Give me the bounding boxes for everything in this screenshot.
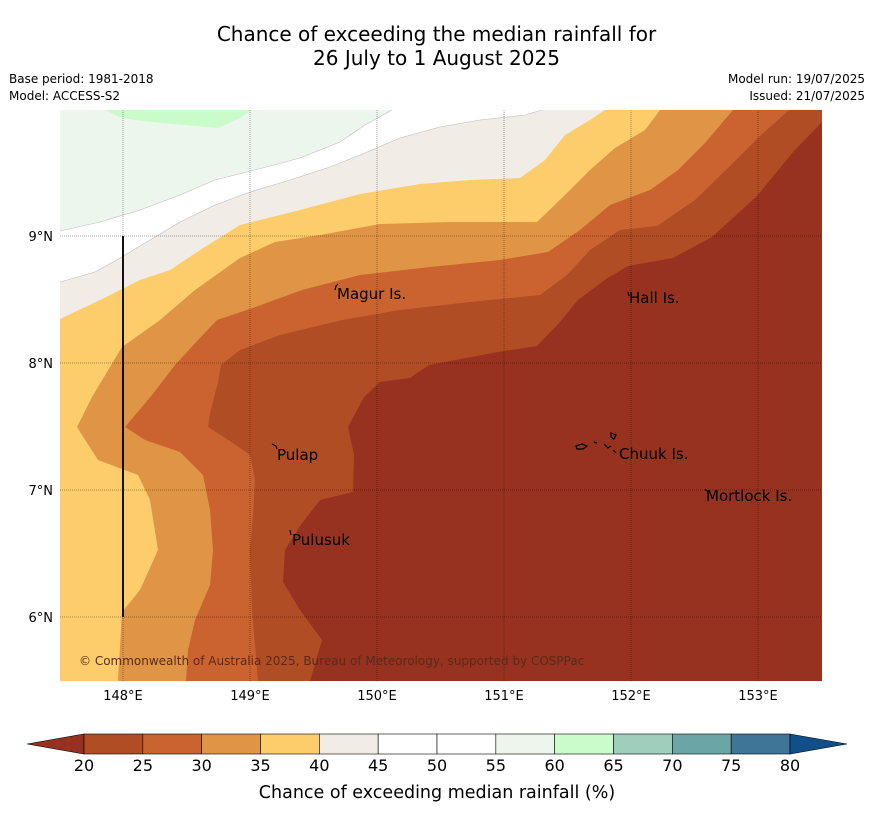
region-55-60 <box>60 110 392 231</box>
colorbar-segment <box>260 733 320 755</box>
island-hall <box>627 291 630 297</box>
colorbar-segment <box>377 733 438 755</box>
colorbar-segment <box>319 733 379 755</box>
longitude-labels: 148°E 149°E 150°E 151°E 152°E 153°E <box>103 689 778 704</box>
issued-date: Issued: 21/07/2025 <box>749 89 865 103</box>
colorbar-title: Chance of exceeding median rainfall (%) <box>259 783 615 803</box>
colorbar-tick-label: 80 <box>780 756 800 775</box>
map-plot-area: Magur Is. Hall Is. Pulap Chuuk Is. Mortl… <box>60 110 822 681</box>
place-label: Chuuk Is. <box>619 445 688 463</box>
map-title-line1: Chance of exceeding the median rainfall … <box>216 22 657 46</box>
lat-tick-label: 6°N <box>29 611 54 626</box>
colorbar-tick-label: 20 <box>74 756 94 775</box>
colorbar-tick-label: 45 <box>368 756 388 775</box>
place-label: Pulusuk <box>292 531 350 549</box>
island-chuuk <box>575 432 617 454</box>
region-40-45 <box>60 110 660 681</box>
colorbar-tick-labels: 20 25 30 35 40 45 50 55 60 65 70 75 80 <box>74 756 800 775</box>
island-mortlock <box>704 488 709 493</box>
lon-tick-label: 151°E <box>484 689 524 704</box>
lat-tick-label: 7°N <box>29 484 54 499</box>
colorbar-tick-label: 35 <box>250 756 270 775</box>
colorbar-segment <box>613 733 673 755</box>
place-label: Hall Is. <box>629 289 680 307</box>
colorbar-segment <box>554 733 614 755</box>
lon-tick-label: 148°E <box>103 689 143 704</box>
colorbar-tick-label: 40 <box>309 756 329 775</box>
island-pulusuk <box>289 529 292 536</box>
lon-tick-label: 149°E <box>230 689 270 704</box>
colorbar-tick-label: 70 <box>662 756 682 775</box>
lon-tick-label: 150°E <box>357 689 397 704</box>
colorbar-segments <box>83 733 791 755</box>
colorbar-tick-label: 30 <box>191 756 211 775</box>
colorbar-tick-label: 65 <box>603 756 623 775</box>
colorbar-under-arrow <box>26 733 85 755</box>
colorbar-tick-label: 55 <box>486 756 506 775</box>
colorbar-segment <box>495 733 555 755</box>
colorbar-tick-label: 75 <box>721 756 741 775</box>
lat-tick-label: 8°N <box>29 357 54 372</box>
map-title: Chance of exceeding the median rainfall … <box>0 22 873 70</box>
colorbar: 20 25 30 35 40 45 50 55 60 65 70 75 80 Chance of exc… <box>26 733 848 803</box>
lon-tick-label: 152°E <box>611 689 651 704</box>
colorbar-over-arrow <box>789 733 848 755</box>
colorbar-segment <box>142 733 202 755</box>
meta-right: Model run: 19/07/2025 Issued: 21/07/2025 <box>728 71 865 105</box>
island-outlines <box>271 283 709 536</box>
island-pulap <box>271 443 278 450</box>
colorbar-segment <box>672 733 732 755</box>
base-period: Base period: 1981-2018 <box>9 72 154 86</box>
colorbar-tick-label: 25 <box>133 756 153 775</box>
model-name: Model: ACCESS-S2 <box>9 89 121 103</box>
colorbar-tick-label: 60 <box>544 756 564 775</box>
colorbar-tick-label: 50 <box>427 756 447 775</box>
colorbar-segment <box>436 733 497 755</box>
latitude-labels: 9°N 8°N 7°N 6°N <box>29 230 54 626</box>
place-label: Mortlock Is. <box>706 487 792 505</box>
lat-tick-label: 9°N <box>29 230 54 245</box>
region-60-65 <box>105 110 252 128</box>
lon-tick-label: 153°E <box>738 689 778 704</box>
copyright-notice: © Commonwealth of Australia 2025, Bureau… <box>79 654 584 668</box>
model-run: Model run: 19/07/2025 <box>727 72 865 86</box>
island-magur <box>334 283 339 291</box>
map-title-line2: 26 July to 1 August 2025 <box>313 46 560 70</box>
graticule <box>60 110 822 681</box>
colorbar-segment <box>83 733 144 755</box>
place-label: Pulap <box>277 446 318 464</box>
colorbar-segment <box>730 733 791 755</box>
place-label: Magur Is. <box>337 285 406 303</box>
meta-left: Base period: 1981-2018 Model: ACCESS-S2 <box>9 71 154 105</box>
colorbar-segment <box>201 733 261 755</box>
